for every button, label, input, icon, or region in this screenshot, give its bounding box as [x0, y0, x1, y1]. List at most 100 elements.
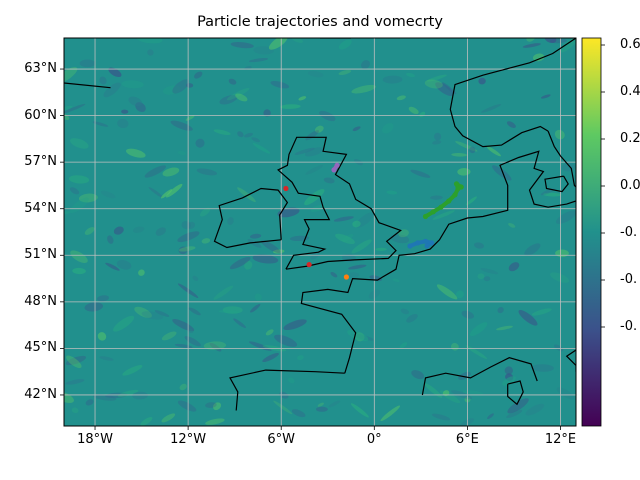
coastline-zealand: [544, 175, 569, 193]
field-speckle: [352, 220, 361, 228]
field-speckle: [71, 407, 79, 414]
field-speckle: [347, 330, 369, 342]
field-speckle: [113, 315, 135, 332]
field-speckle: [442, 82, 457, 95]
field-background: [64, 38, 576, 426]
field-speckle: [497, 307, 504, 314]
field-speckle: [555, 210, 576, 224]
field-speckle: [400, 308, 410, 315]
field-speckle: [136, 38, 163, 44]
field-speckle: [140, 417, 153, 426]
field-speckle: [540, 94, 551, 99]
lat-tick-label: 45°N: [24, 340, 57, 356]
field-speckle: [132, 391, 148, 400]
lon-tick-label: 6°W: [267, 432, 296, 447]
field-speckle: [172, 319, 195, 332]
field-speckle: [560, 38, 576, 53]
field-speckle: [461, 310, 475, 319]
field-speckle: [100, 190, 116, 199]
map-title: Particle trajectories and vomecrty: [197, 14, 443, 30]
lat-tick-label: 42°N: [24, 386, 57, 402]
field-speckle: [113, 226, 124, 235]
field-speckle: [341, 234, 354, 242]
field-speckle: [455, 290, 464, 299]
field-speckle: [249, 233, 262, 239]
field-speckle: [253, 46, 274, 55]
field-speckle: [108, 67, 122, 78]
trajectory-point: [438, 204, 444, 210]
field-speckle: [65, 355, 87, 366]
field-speckle: [481, 104, 502, 113]
coastlines: [64, 38, 576, 411]
field-texture: [64, 38, 576, 426]
field-speckle: [273, 400, 293, 415]
field-speckle: [162, 167, 180, 177]
field-speckle: [330, 272, 338, 278]
field-speckle: [134, 306, 152, 318]
field-speckle: [252, 143, 271, 154]
field-speckle: [122, 365, 143, 376]
lon-tick-label: 12°W: [170, 432, 207, 447]
field-speckle: [79, 59, 96, 68]
field-speckle: [229, 256, 251, 270]
field-speckle: [411, 370, 425, 380]
field-speckle: [470, 322, 488, 337]
field-speckle: [247, 238, 262, 248]
field-speckle: [161, 413, 176, 423]
field-speckle: [195, 138, 205, 148]
field-speckle: [138, 269, 145, 276]
field-speckle: [64, 66, 78, 84]
field-speckle: [254, 293, 262, 301]
field-speckle: [201, 238, 211, 244]
trajectory-point: [331, 167, 337, 173]
field-speckle: [121, 109, 129, 114]
field-speckle: [396, 95, 406, 101]
field-speckle: [386, 190, 398, 195]
field-speckle: [406, 313, 418, 323]
field-speckle: [506, 409, 523, 418]
field-speckle: [252, 254, 279, 264]
field-speckle: [317, 402, 324, 407]
field-speckle: [244, 260, 253, 270]
field-speckle: [178, 246, 188, 255]
field-speckle: [105, 262, 120, 271]
field-speckle: [504, 366, 513, 375]
field-speckle: [544, 38, 557, 44]
field-speckle: [179, 383, 187, 391]
field-speckle: [424, 79, 443, 89]
field-speckle: [248, 58, 269, 63]
field-speckle: [531, 308, 552, 316]
field-speckle: [227, 217, 234, 225]
field-speckle: [380, 405, 401, 422]
trajectories: [283, 162, 464, 280]
coastline-france-iberia: [300, 150, 576, 374]
field-speckle: [213, 285, 234, 300]
field-speckle: [348, 264, 367, 270]
field-speckle: [375, 247, 387, 251]
trajectory-point: [283, 185, 289, 192]
colorbar-tick-label: -0.: [620, 319, 638, 334]
field-speckle: [147, 49, 154, 56]
field-speckle: [165, 183, 183, 198]
field-speckle: [103, 82, 121, 98]
field-speckle: [398, 229, 409, 238]
field-speckle: [141, 311, 164, 320]
trajectory-point: [407, 243, 413, 249]
field-speckle: [390, 234, 410, 244]
field-speckle: [213, 129, 231, 136]
trajectory-point: [458, 184, 464, 190]
trajectory-point: [422, 238, 429, 244]
axis-ticks: [60, 68, 561, 430]
field-speckle: [280, 104, 301, 109]
field-speckle: [188, 307, 201, 316]
field-speckle: [144, 165, 167, 178]
field-speckle: [243, 132, 254, 138]
field-speckle: [382, 75, 403, 84]
field-speckle: [305, 165, 323, 175]
field-speckle: [64, 103, 86, 114]
field-speckle: [72, 267, 86, 275]
field-speckle: [532, 53, 545, 62]
field-speckle: [128, 96, 143, 107]
field-speckle: [455, 141, 478, 152]
